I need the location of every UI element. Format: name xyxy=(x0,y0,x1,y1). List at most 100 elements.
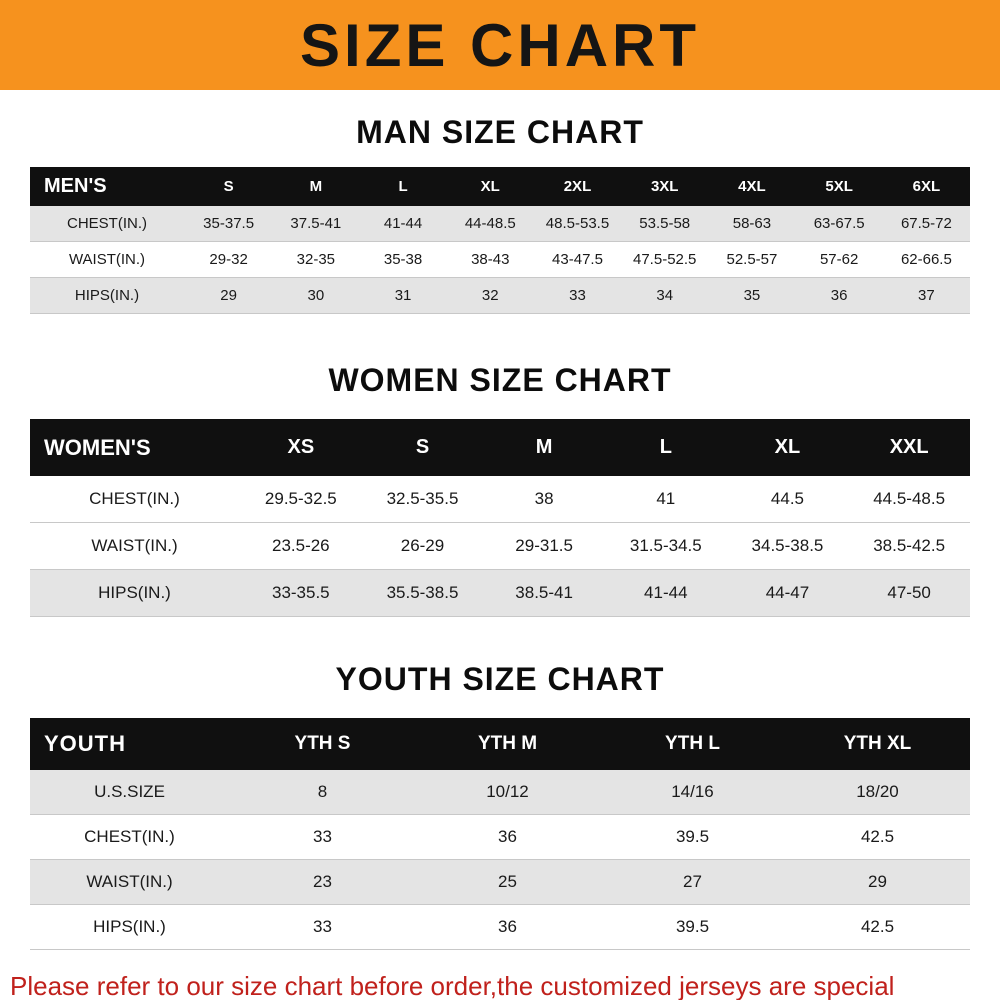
size-value: 32.5-35.5 xyxy=(361,476,484,523)
size-value: 30 xyxy=(272,277,360,314)
size-value: 38 xyxy=(483,476,605,523)
size-value: 18/20 xyxy=(785,770,970,815)
column-header: S xyxy=(185,167,273,206)
size-value: 8 xyxy=(230,770,415,815)
table-header-row: MEN'S S M L XL 2XL 3XL 4XL 5XL 6XL xyxy=(30,167,970,206)
size-value: 29 xyxy=(785,859,970,905)
women-size-table: WOMEN'S XS S M L XL XXL CHEST(IN.) 29.5-32.5 32.5… xyxy=(30,419,970,617)
size-value: 31 xyxy=(359,277,447,314)
row-label: HIPS(IN.) xyxy=(30,277,185,314)
size-value: 62-66.5 xyxy=(882,241,970,278)
column-header: YTH XL xyxy=(785,718,970,770)
table-row: CHEST(IN.) 33 36 39.5 42.5 xyxy=(30,814,970,860)
size-value: 25 xyxy=(415,859,600,905)
men-section-title: MAN SIZE CHART xyxy=(356,114,644,150)
table-row: U.S.SIZE 8 10/12 14/16 18/20 xyxy=(30,770,970,815)
table-row: WAIST(IN.) 23 25 27 29 xyxy=(30,859,970,905)
row-label: CHEST(IN.) xyxy=(30,476,240,523)
size-value: 53.5-58 xyxy=(621,206,709,242)
table-row: HIPS(IN.) 33 36 39.5 42.5 xyxy=(30,904,970,950)
column-header: XS xyxy=(240,419,362,476)
men-size-section: MAN SIZE CHART MEN'S S M L XL 2XL 3XL 4XL 5XL 6XL… xyxy=(0,114,1000,314)
size-value: 35.5-38.5 xyxy=(361,569,484,617)
size-value: 44-47 xyxy=(726,569,849,617)
size-value: 33-35.5 xyxy=(240,569,362,617)
size-value: 44.5-48.5 xyxy=(848,476,970,523)
table-row: CHEST(IN.) 29.5-32.5 32.5-35.5 38 41 44.5 44.5… xyxy=(30,476,970,523)
size-value: 36 xyxy=(415,814,600,860)
row-label: WAIST(IN.) xyxy=(30,241,185,278)
size-value: 27 xyxy=(600,859,785,905)
size-value: 63-67.5 xyxy=(795,206,883,242)
row-label: HIPS(IN.) xyxy=(30,569,240,617)
youth-size-table: YOUTH YTH S YTH M YTH L YTH XL U.S.SIZE 8 10/12… xyxy=(30,718,970,950)
size-value: 42.5 xyxy=(785,904,970,950)
size-value: 47.5-52.5 xyxy=(621,241,709,278)
row-label: HIPS(IN.) xyxy=(30,904,230,950)
column-header: YTH L xyxy=(600,718,785,770)
size-value: 34.5-38.5 xyxy=(726,522,849,570)
size-value: 36 xyxy=(415,904,600,950)
youth-size-section: YOUTH SIZE CHART YOUTH YTH S YTH M YTH L YTH… xyxy=(0,661,1000,950)
youth-section-title: YOUTH SIZE CHART xyxy=(335,661,665,697)
size-value: 38.5-42.5 xyxy=(848,522,970,570)
size-value: 47-50 xyxy=(848,569,970,617)
size-value: 34 xyxy=(621,277,709,314)
size-value: 29-32 xyxy=(185,241,273,278)
size-value: 29-31.5 xyxy=(483,522,605,570)
size-value: 57-62 xyxy=(795,241,883,278)
column-header: 3XL xyxy=(621,167,709,206)
size-value: 35 xyxy=(708,277,796,314)
size-value: 42.5 xyxy=(785,814,970,860)
size-value: 41 xyxy=(604,476,727,523)
column-header: L xyxy=(604,419,727,476)
size-value: 14/16 xyxy=(600,770,785,815)
men-size-table: MEN'S S M L XL 2XL 3XL 4XL 5XL 6XL CHEST(IN.) 35-37… xyxy=(30,167,970,314)
row-label: CHEST(IN.) xyxy=(30,206,185,242)
size-value: 35-38 xyxy=(359,241,447,278)
size-value: 37 xyxy=(882,277,970,314)
size-value: 33 xyxy=(230,814,415,860)
size-value: 52.5-57 xyxy=(708,241,796,278)
size-value: 38.5-41 xyxy=(483,569,605,617)
size-value: 58-63 xyxy=(708,206,796,242)
column-header: 6XL xyxy=(882,167,970,206)
row-label: U.S.SIZE xyxy=(30,770,230,815)
table-header-row: WOMEN'S XS S M L XL XXL xyxy=(30,419,970,476)
size-value: 32-35 xyxy=(272,241,360,278)
column-header: XL xyxy=(726,419,849,476)
table-corner-label: YOUTH xyxy=(30,718,230,770)
footer-note: Please refer to our size chart before or… xyxy=(10,970,1000,1000)
size-value: 23.5-26 xyxy=(240,522,362,570)
table-row: WAIST(IN.) 29-32 32-35 35-38 38-43 43-47.5 47.… xyxy=(30,241,970,278)
size-value: 39.5 xyxy=(600,814,785,860)
column-header: L xyxy=(359,167,447,206)
table-corner-label: WOMEN'S xyxy=(30,419,240,476)
size-value: 38-43 xyxy=(446,241,534,278)
size-value: 29 xyxy=(185,277,273,314)
column-header: YTH M xyxy=(415,718,600,770)
column-header: M xyxy=(272,167,360,206)
size-value: 10/12 xyxy=(415,770,600,815)
column-header: 4XL xyxy=(708,167,796,206)
column-header: 2XL xyxy=(533,167,622,206)
size-value: 33 xyxy=(533,277,622,314)
column-header: XL xyxy=(446,167,534,206)
size-value: 44.5 xyxy=(726,476,849,523)
size-value: 29.5-32.5 xyxy=(240,476,362,523)
row-label: CHEST(IN.) xyxy=(30,814,230,860)
women-section-title: WOMEN SIZE CHART xyxy=(328,362,672,398)
size-value: 67.5-72 xyxy=(882,206,970,242)
size-value: 35-37.5 xyxy=(185,206,273,242)
size-value: 36 xyxy=(795,277,883,314)
banner: SIZE CHART xyxy=(0,0,1000,90)
size-value: 37.5-41 xyxy=(272,206,360,242)
table-row: HIPS(IN.) 29 30 31 32 33 34 35 36 37 xyxy=(30,277,970,314)
column-header: YTH S xyxy=(230,718,415,770)
size-value: 41-44 xyxy=(604,569,727,617)
size-value: 43-47.5 xyxy=(533,241,622,278)
size-value: 41-44 xyxy=(359,206,447,242)
table-row: WAIST(IN.) 23.5-26 26-29 29-31.5 31.5-34.5 34… xyxy=(30,522,970,570)
table-header-row: YOUTH YTH S YTH M YTH L YTH XL xyxy=(30,718,970,770)
